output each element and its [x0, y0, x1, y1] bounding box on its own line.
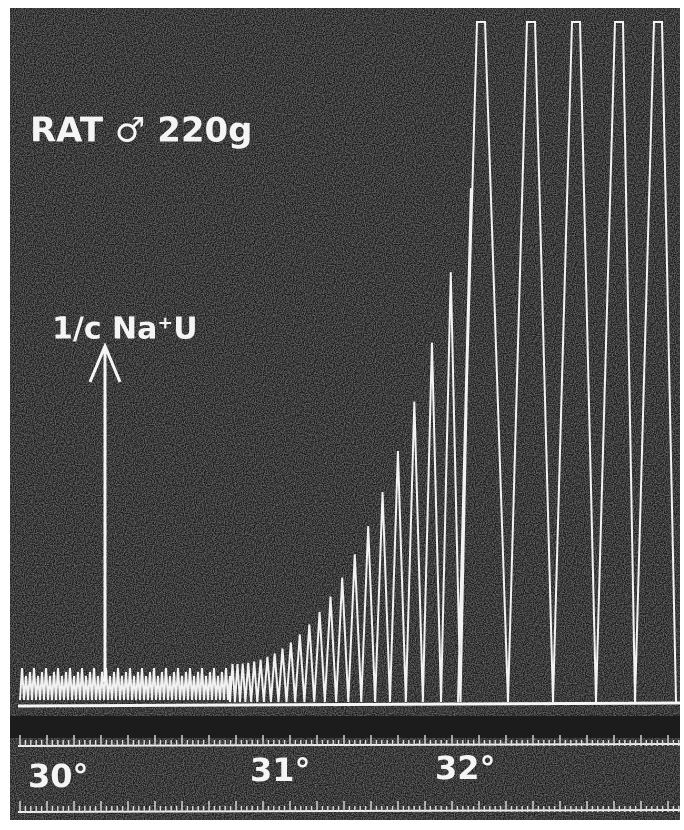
ruler-ticks — [19, 735, 680, 812]
subject-label: RAT ♂ 220g — [30, 111, 253, 151]
scale-label: 32° — [435, 749, 496, 787]
trace-line — [19, 21, 677, 703]
injection-label: 1/c Na⁺U — [52, 312, 198, 347]
scale-band — [10, 716, 680, 738]
scale-label: 30° — [28, 757, 89, 795]
scale-label: 31° — [250, 751, 311, 789]
baseline — [17, 701, 681, 708]
arrow-head — [88, 342, 122, 383]
trace — [19, 21, 677, 703]
